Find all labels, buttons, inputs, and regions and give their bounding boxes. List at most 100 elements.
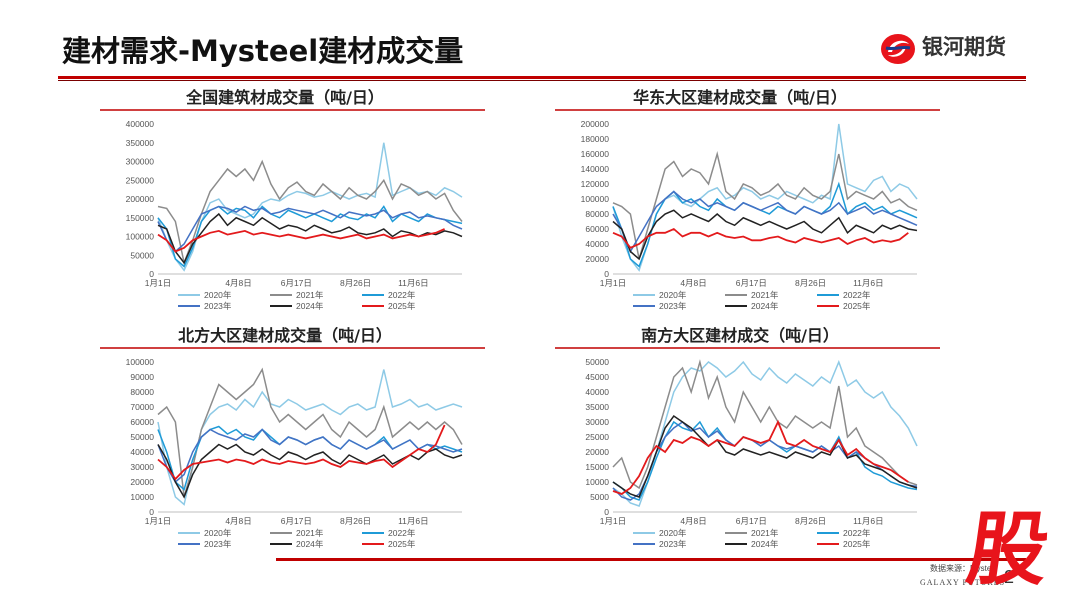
y-tick-label: 35000 [585, 402, 609, 412]
x-tick-label: 11月6日 [853, 516, 884, 526]
legend-label: 2023年 [204, 539, 232, 549]
series-line [157, 159, 463, 266]
y-tick-label: 5000 [590, 492, 609, 502]
header-rule [58, 76, 1026, 79]
page-title: 建材需求-Mysteel建材成交量 [62, 34, 464, 68]
y-tick-label: 100000 [581, 194, 610, 204]
y-tick-label: 120000 [581, 179, 610, 189]
y-tick-label: 80000 [130, 387, 154, 397]
header-rule-shadow [58, 80, 1026, 81]
y-tick-label: 45000 [585, 372, 609, 382]
chart-national: 全国建筑材成交量（吨/日） 0 50000 100000 150000 200000 250… [100, 88, 485, 311]
legend-label: 2025年 [388, 539, 416, 549]
logo-text: 银河期货 [922, 35, 1006, 59]
stamp-character: 股 [961, 503, 1055, 596]
series-line [157, 228, 445, 253]
legend-label: 2023年 [204, 301, 232, 311]
x-tick-label: 11月6日 [853, 278, 884, 288]
y-tick-label: 0 [604, 507, 609, 517]
y-tick-label: 20000 [130, 477, 154, 487]
series-line [157, 443, 463, 499]
y-tick-label: 300000 [126, 157, 155, 167]
legend-label: 2021年 [296, 528, 324, 538]
y-tick-label: 20000 [585, 447, 609, 457]
legend-label: 2021年 [751, 290, 779, 300]
y-tick-label: 140000 [581, 164, 610, 174]
series-line [157, 367, 463, 498]
x-tick-label: 11月6日 [398, 516, 429, 526]
footer-rule [276, 558, 1026, 561]
y-tick-label: 20000 [585, 254, 609, 264]
x-tick-label: 4月8日 [225, 516, 251, 526]
x-tick-label: 4月8日 [680, 278, 706, 288]
series-line [612, 151, 918, 260]
y-tick-label: 25000 [585, 432, 609, 442]
y-tick-label: 10000 [585, 477, 609, 487]
x-tick-label: 1月1日 [145, 516, 171, 526]
y-tick-label: 50000 [130, 250, 154, 260]
chart-east-china: 华东大区建材成交量（吨/日） 0 20000 40000 60000 80000 10000… [555, 88, 940, 311]
x-tick-label: 4月8日 [680, 516, 706, 526]
x-tick-label: 8月26日 [340, 516, 371, 526]
y-tick-label: 200000 [581, 119, 610, 129]
y-tick-label: 40000 [585, 387, 609, 397]
brand-wordmark: GALAXY FUTURES [920, 578, 1006, 587]
y-tick-label: 80000 [585, 209, 609, 219]
legend-label: 2022年 [843, 290, 871, 300]
legend-label: 2024年 [751, 301, 779, 311]
x-tick-label: 1月1日 [600, 516, 626, 526]
series-line [612, 414, 918, 498]
chart-north: 北方大区建材成交量（吨/日） 0 10000 20000 30000 40000 50000… [100, 326, 485, 549]
chart-title: 北方大区建材成交量（吨/日） [178, 326, 392, 345]
y-tick-label: 200000 [126, 194, 155, 204]
legend-label: 2022年 [388, 528, 416, 538]
legend-label: 2022年 [388, 290, 416, 300]
series-line [612, 359, 918, 507]
series-line [612, 209, 918, 261]
series-line [612, 123, 918, 272]
y-tick-label: 10000 [130, 492, 154, 502]
y-tick-label: 70000 [130, 402, 154, 412]
x-tick-label: 1月1日 [600, 278, 626, 288]
page-number: 2 [1004, 567, 1015, 587]
x-tick-label: 1月1日 [145, 278, 171, 288]
y-tick-label: 40000 [130, 447, 154, 457]
legend-label: 2023年 [659, 301, 687, 311]
y-tick-label: 0 [149, 269, 154, 279]
legend-label: 2020年 [204, 528, 232, 538]
y-tick-label: 0 [604, 269, 609, 279]
series-line [612, 359, 918, 490]
legend-label: 2021年 [751, 528, 779, 538]
y-tick-label: 180000 [581, 134, 610, 144]
galaxy-swirl-icon [881, 34, 915, 64]
y-tick-label: 100000 [126, 357, 155, 367]
x-tick-label: 8月26日 [795, 516, 826, 526]
legend-label: 2025年 [843, 539, 871, 549]
series-line [157, 205, 463, 253]
y-tick-label: 400000 [126, 119, 155, 129]
series-line [612, 227, 909, 249]
legend-label: 2023年 [659, 539, 687, 549]
legend-label: 2024年 [751, 539, 779, 549]
y-tick-label: 50000 [130, 432, 154, 442]
y-tick-label: 0 [149, 507, 154, 517]
legend-label: 2024年 [296, 301, 324, 311]
series-line [612, 421, 918, 501]
legend-label: 2020年 [659, 290, 687, 300]
y-tick-label: 60000 [585, 224, 609, 234]
y-tick-label: 50000 [585, 357, 609, 367]
legend-label: 2022年 [843, 528, 871, 538]
legend-label: 2021年 [296, 290, 324, 300]
chart-south: 南方大区建材成交（吨/日） 0 5000 10000 15000 20000 25000 30… [555, 326, 940, 549]
series-line [612, 420, 918, 501]
y-tick-label: 350000 [126, 138, 155, 148]
chart-title: 华东大区建材成交量（吨/日） [633, 88, 847, 107]
x-tick-label: 11月6日 [398, 278, 429, 288]
series-line [612, 181, 918, 268]
x-tick-label: 6月17日 [736, 278, 767, 288]
x-tick-label: 4月8日 [225, 278, 251, 288]
y-tick-label: 250000 [126, 175, 155, 185]
y-tick-label: 90000 [130, 372, 154, 382]
y-tick-label: 15000 [585, 462, 609, 472]
chart-title: 南方大区建材成交（吨/日） [641, 326, 839, 345]
